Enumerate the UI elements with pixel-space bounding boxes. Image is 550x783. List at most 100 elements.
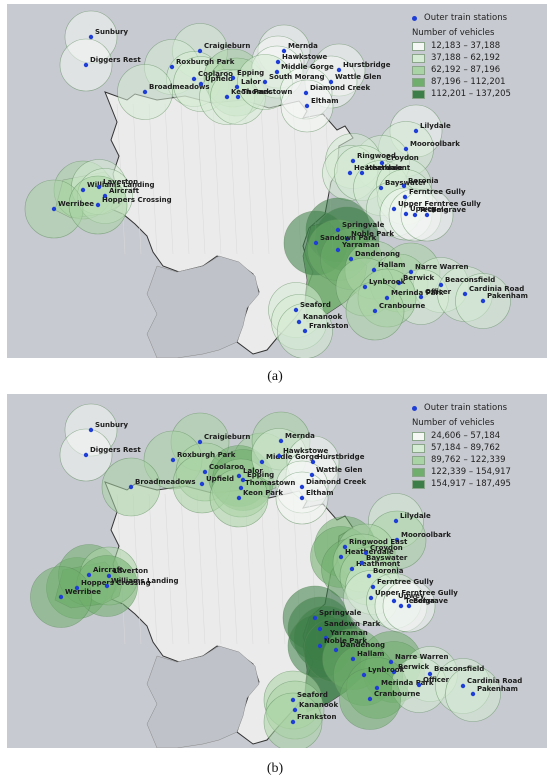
station-point — [402, 194, 408, 200]
station-point — [359, 170, 365, 176]
legend-swatch — [412, 53, 425, 63]
station-point — [281, 48, 287, 54]
station-point — [408, 269, 414, 275]
station-point — [374, 685, 380, 691]
legend-swatch — [412, 455, 425, 465]
station-point — [88, 34, 94, 40]
station-label: Lilydale — [400, 512, 431, 520]
legend-classes: 12,183 – 37,188 37,188 – 62,192 62,192 – 8… — [408, 40, 540, 100]
legend-class-label: 154,917 – 187,495 — [431, 479, 511, 489]
station-point — [142, 89, 148, 95]
station-label: Hoppers Crossing — [81, 579, 151, 587]
stations-layer: Sunbury Diggers Rest Craigieburn Roxburgh P… — [58, 421, 522, 725]
station-point — [96, 184, 102, 190]
suburb-boundary — [180, 103, 190, 255]
station-label: Hallam — [378, 261, 405, 269]
station-label: Laverton — [103, 178, 138, 186]
station-label: Belgrave — [413, 597, 448, 605]
caption-b: (b) — [266, 761, 284, 776]
station-point — [401, 183, 407, 189]
station-label: Sunbury — [95, 421, 128, 429]
station-label: Roxburgh Park — [177, 451, 236, 459]
station-point — [299, 484, 305, 490]
station-point — [372, 308, 378, 314]
station-point — [224, 94, 230, 100]
station-label: Merinda Park — [391, 289, 444, 297]
legend-a: Outer train stations Number of vehicles … — [408, 12, 540, 100]
station-point — [278, 438, 284, 444]
station-label: Tecoma — [419, 206, 449, 214]
station-label: Lynbrook — [369, 278, 406, 286]
station-point — [236, 495, 242, 501]
station-label: Dandenong — [340, 641, 385, 649]
station-label: Aircraft — [109, 187, 140, 195]
station-label: Heatherdale — [345, 548, 394, 556]
station-label: Narre Warren — [395, 653, 449, 661]
station-label: Epping — [247, 471, 274, 479]
legend-class-label: 122,339 – 154,917 — [431, 467, 511, 477]
station-label: Hurstbridge — [343, 61, 391, 69]
station-label: Officer — [423, 676, 450, 684]
station-point — [328, 79, 334, 85]
station-point — [359, 560, 365, 566]
station-point — [361, 672, 367, 678]
station-point — [95, 202, 101, 208]
station-label: Ferntree Gully — [377, 578, 434, 586]
station-point — [83, 452, 89, 458]
station-label: Werribee — [58, 200, 94, 208]
station-point — [290, 697, 296, 703]
station-label: Heathmont — [366, 164, 411, 172]
station-label: Williams Landing — [87, 181, 155, 189]
station-label: Croydon — [386, 154, 419, 162]
station-point — [198, 81, 204, 87]
station-label: Upper Ferntree Gully — [375, 589, 458, 597]
station-label: Middle Gorge — [281, 63, 334, 71]
station-point — [388, 659, 394, 665]
station-label: Eltham — [311, 97, 339, 105]
station-point — [83, 62, 89, 68]
legend-class-row: 57,184 – 89,762 — [408, 442, 540, 454]
station-point — [338, 554, 344, 560]
station-label: Berwick — [403, 274, 435, 282]
station-point — [398, 603, 404, 609]
station-point — [366, 573, 372, 579]
map-panel-b: Sunbury Diggers Rest Craigieburn Roxburgh P… — [7, 394, 547, 748]
legend-class-label: 12,183 – 37,188 — [431, 41, 501, 51]
legend-stations-row: Outer train stations — [408, 402, 540, 414]
station-label: Sunbury — [95, 28, 128, 36]
suburb-boundary — [212, 103, 222, 255]
station-point — [470, 691, 476, 697]
station-point — [403, 211, 409, 217]
station-point — [394, 537, 400, 543]
station-point — [191, 76, 197, 82]
station-point — [416, 682, 422, 688]
suburb-boundary — [164, 493, 174, 645]
legend-swatch — [412, 431, 425, 441]
station-label: Pakenham — [487, 292, 528, 300]
station-point — [275, 59, 281, 65]
station-point — [403, 146, 409, 152]
suburb-boundary — [148, 493, 158, 645]
station-point — [236, 473, 242, 479]
legend-class-label: 112,201 – 137,205 — [431, 89, 511, 99]
station-point — [438, 282, 444, 288]
station-label: Hawkstowe — [283, 447, 328, 455]
station-point — [290, 719, 296, 725]
legend-class-label: 24,606 – 57,184 — [431, 431, 501, 441]
station-label: Belgrave — [431, 206, 466, 214]
station-label: Hurstbridge — [317, 453, 365, 461]
station-label: Frankston — [297, 713, 336, 721]
station-label: Heathmont — [356, 560, 401, 568]
station-point — [350, 656, 356, 662]
station-label: Noble Park — [324, 637, 367, 645]
station-point — [317, 643, 323, 649]
station-label: Broadmeadows — [149, 83, 210, 91]
port-phillip-bay — [146, 645, 260, 748]
station-label: Roxburgh Park — [176, 58, 235, 66]
map-canvas-b: Sunbury Diggers Rest Craigieburn Roxburgh P… — [7, 394, 547, 748]
legend-class-row: 12,183 – 37,188 — [408, 40, 540, 52]
station-dot-icon — [412, 15, 417, 21]
station-label: Cranbourne — [374, 690, 421, 698]
legend-class-label: 57,184 – 89,762 — [431, 443, 501, 453]
station-label: Narre Warren — [415, 263, 469, 271]
